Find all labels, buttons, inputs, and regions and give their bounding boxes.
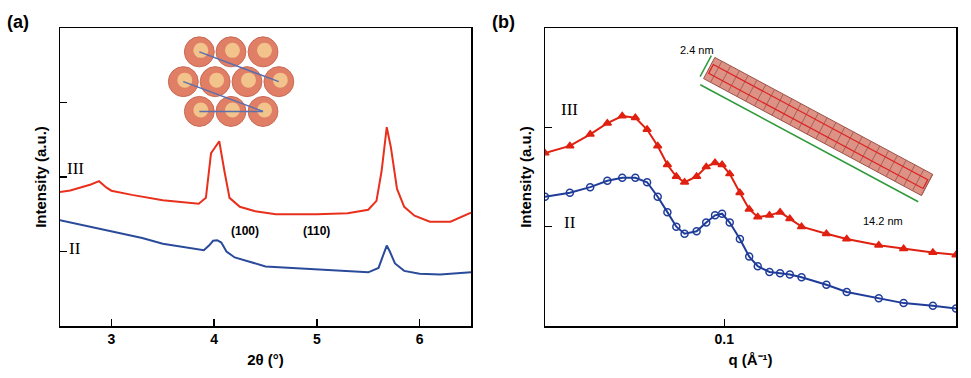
svg-text:(100): (100) — [231, 224, 259, 238]
svg-text:2.4 nm: 2.4 nm — [680, 44, 714, 56]
svg-text:III: III — [561, 100, 578, 119]
svg-text:5: 5 — [313, 331, 321, 347]
svg-text:4: 4 — [210, 331, 218, 347]
svg-text:Intensity (a.u.): Intensity (a.u.) — [517, 126, 534, 228]
svg-text:(b): (b) — [492, 12, 515, 32]
svg-text:0.1: 0.1 — [715, 331, 735, 347]
svg-text:(a): (a) — [7, 12, 29, 32]
svg-text:3: 3 — [107, 331, 115, 347]
svg-text:III: III — [67, 159, 84, 178]
svg-text:II: II — [69, 239, 81, 258]
svg-text:2θ (°): 2θ (°) — [247, 351, 284, 368]
svg-text:q (Å⁻¹): q (Å⁻¹) — [728, 351, 772, 368]
svg-text:Intensity (a.u.): Intensity (a.u.) — [32, 126, 49, 228]
svg-text:14.2 nm: 14.2 nm — [863, 215, 903, 227]
svg-text:II: II — [564, 213, 576, 232]
svg-text:(110): (110) — [303, 224, 330, 238]
svg-text:6: 6 — [416, 331, 424, 347]
